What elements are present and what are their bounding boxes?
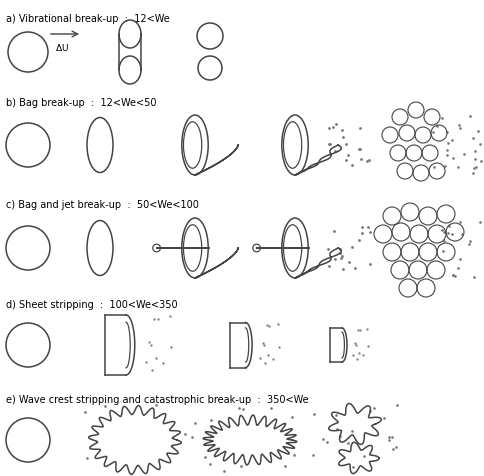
Text: b) Bag break-up  :  12<We<50: b) Bag break-up : 12<We<50 — [6, 98, 156, 108]
Text: d) Sheet stripping  :  100<We<350: d) Sheet stripping : 100<We<350 — [6, 300, 178, 310]
Text: $\Delta$U: $\Delta$U — [55, 42, 69, 53]
Text: c) Bag and jet break-up  :  50<We<100: c) Bag and jet break-up : 50<We<100 — [6, 200, 199, 210]
Text: a) Vibrational break-up  :  12<We: a) Vibrational break-up : 12<We — [6, 14, 170, 24]
Text: e) Wave crest stripping and catastrophic break-up  :  350<We: e) Wave crest stripping and catastrophic… — [6, 395, 309, 405]
